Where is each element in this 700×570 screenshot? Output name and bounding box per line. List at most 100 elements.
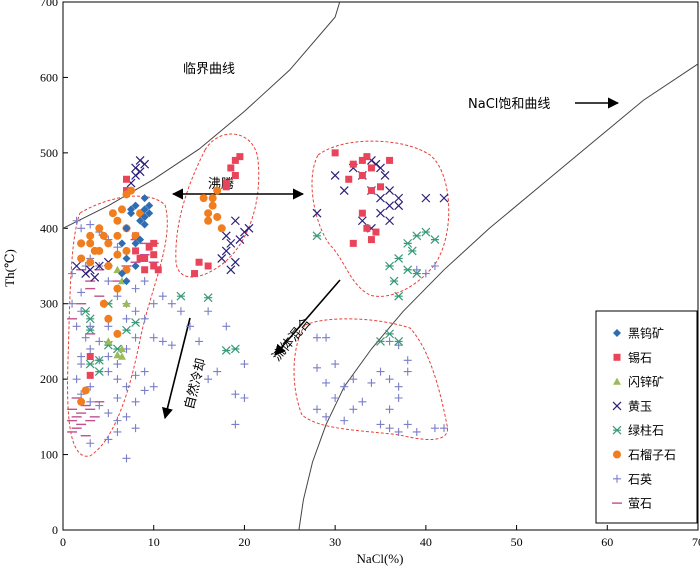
data-point xyxy=(213,186,222,195)
data-point xyxy=(363,153,371,161)
data-point xyxy=(394,382,403,391)
data-point xyxy=(330,171,340,180)
data-point xyxy=(385,424,394,433)
data-point xyxy=(113,351,122,359)
data-point xyxy=(221,346,231,355)
data-point xyxy=(158,292,167,301)
data-point xyxy=(131,424,140,433)
data-point xyxy=(145,209,154,218)
data-point xyxy=(108,209,117,218)
data-point xyxy=(213,212,222,221)
data-point xyxy=(349,239,357,247)
x-tick-label: 20 xyxy=(238,535,250,549)
data-point xyxy=(421,193,431,203)
data-point xyxy=(372,228,380,236)
data-point xyxy=(122,299,131,307)
data-point xyxy=(122,454,131,463)
data-point xyxy=(235,235,245,245)
data-point xyxy=(77,360,86,369)
data-point xyxy=(331,394,340,402)
data-point xyxy=(195,337,204,346)
data-point xyxy=(322,333,331,342)
y-tick-label: 0 xyxy=(52,523,58,537)
y-tick-label: 400 xyxy=(40,221,58,235)
data-point xyxy=(131,201,140,210)
data-point xyxy=(322,378,331,387)
data-point xyxy=(136,216,145,225)
data-point xyxy=(240,394,249,402)
data-point xyxy=(140,212,149,221)
legend-label: 黄玉 xyxy=(628,399,652,413)
data-point xyxy=(95,224,104,233)
data-point xyxy=(349,405,358,414)
data-point xyxy=(72,216,81,225)
data-point xyxy=(141,266,149,274)
data-point xyxy=(131,239,140,248)
data-point xyxy=(412,427,421,436)
y-tick-label: 100 xyxy=(40,448,58,462)
data-point xyxy=(312,231,322,241)
data-point xyxy=(367,236,375,244)
data-point xyxy=(386,156,394,164)
data-point xyxy=(122,325,131,335)
data-point xyxy=(104,239,113,248)
data-point xyxy=(123,175,130,183)
legend-label: 石榴子石 xyxy=(628,448,676,462)
legend-marker xyxy=(613,377,621,385)
data-point xyxy=(394,394,403,402)
data-point xyxy=(149,299,158,308)
data-point xyxy=(136,254,144,262)
data-point xyxy=(104,435,113,444)
data-point xyxy=(231,171,239,179)
data-point xyxy=(86,322,95,331)
x-tick-label: 10 xyxy=(148,535,160,549)
data-point xyxy=(113,375,122,384)
data-point xyxy=(403,265,413,275)
data-point xyxy=(421,269,430,278)
x-tick-label: 50 xyxy=(511,535,523,549)
legend-marker xyxy=(613,474,621,483)
data-points xyxy=(67,149,449,463)
data-point xyxy=(86,439,95,448)
data-point xyxy=(376,193,385,203)
data-point xyxy=(222,183,230,191)
data-point xyxy=(77,239,86,248)
data-point xyxy=(345,175,353,183)
data-point xyxy=(132,247,140,255)
legend-marker xyxy=(612,401,622,411)
data-point xyxy=(86,382,95,391)
fluid-mixing-arrow xyxy=(274,279,341,356)
legend-label: 石英 xyxy=(628,472,652,486)
data-point xyxy=(167,341,176,350)
data-point xyxy=(150,251,158,259)
x-axis: 0 10 20 30 40 50 60 70 xyxy=(60,525,700,549)
data-point xyxy=(86,371,94,379)
data-point xyxy=(421,227,431,237)
data-point xyxy=(385,201,394,211)
data-point xyxy=(86,239,95,248)
data-point xyxy=(191,270,199,278)
data-point xyxy=(86,258,95,267)
data-point xyxy=(230,257,240,267)
data-point xyxy=(86,344,95,353)
data-point xyxy=(217,224,226,233)
x-tick-label: 70 xyxy=(692,535,700,549)
data-point xyxy=(403,238,413,248)
data-point xyxy=(403,356,412,365)
data-point xyxy=(140,367,149,376)
data-point xyxy=(117,239,126,248)
data-point xyxy=(81,333,90,342)
data-point xyxy=(394,337,404,346)
data-point xyxy=(127,186,136,195)
group-outline-right-bottom xyxy=(293,318,448,440)
data-point xyxy=(385,261,394,271)
data-point xyxy=(122,246,131,255)
data-point xyxy=(376,337,385,346)
data-point xyxy=(145,201,154,210)
data-point xyxy=(199,194,208,203)
nacl-saturation-curve xyxy=(298,63,699,531)
data-point xyxy=(113,292,122,301)
data-point xyxy=(149,382,158,391)
data-point xyxy=(150,262,158,270)
data-point xyxy=(226,265,236,275)
